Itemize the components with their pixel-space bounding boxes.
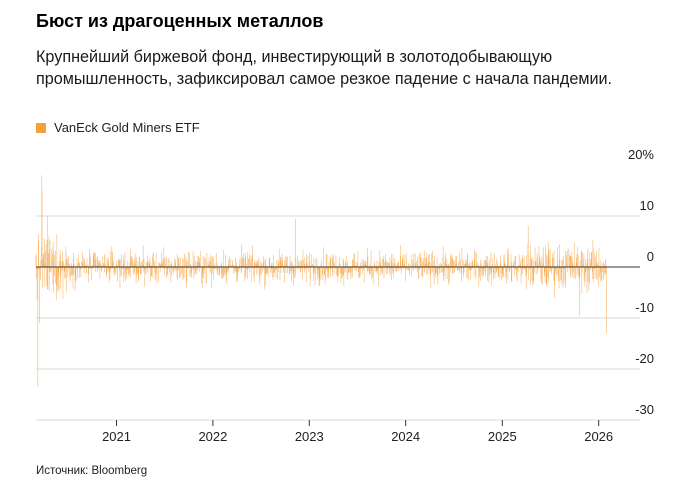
x-tick-label: 2026 [584, 429, 613, 444]
x-tick-label: 2021 [102, 429, 131, 444]
chart-subtitle: Крупнейший биржевой фонд, инвестирующий … [36, 48, 613, 88]
y-tick-label: -10 [635, 300, 654, 315]
y-tick-label: 10 [640, 198, 654, 213]
x-tick-label: 2022 [198, 429, 227, 444]
y-tick-label: -30 [635, 402, 654, 417]
grid-lines [36, 215, 640, 421]
x-tick-labels: 2021 2022 2023 2024 2025 2026 [102, 420, 613, 444]
source-note: Источник: Bloomberg [36, 465, 148, 477]
x-tick-label: 2025 [488, 429, 517, 444]
y-tick-label: 20% [628, 147, 654, 162]
data-bars [35, 175, 607, 387]
legend: VanEck Gold Miners ETF [36, 120, 200, 135]
legend-label: VanEck Gold Miners ETF [54, 120, 200, 135]
y-tick-labels: 20% 10 0 -10 -20 -30 [628, 147, 654, 417]
x-tick-label: 2023 [295, 429, 324, 444]
chart-title: Бюст из драгоценных металлов [36, 11, 324, 31]
y-tick-label: 0 [647, 249, 654, 264]
x-tick-label: 2024 [391, 429, 420, 444]
y-tick-label: -20 [635, 351, 654, 366]
legend-swatch [36, 122, 46, 133]
